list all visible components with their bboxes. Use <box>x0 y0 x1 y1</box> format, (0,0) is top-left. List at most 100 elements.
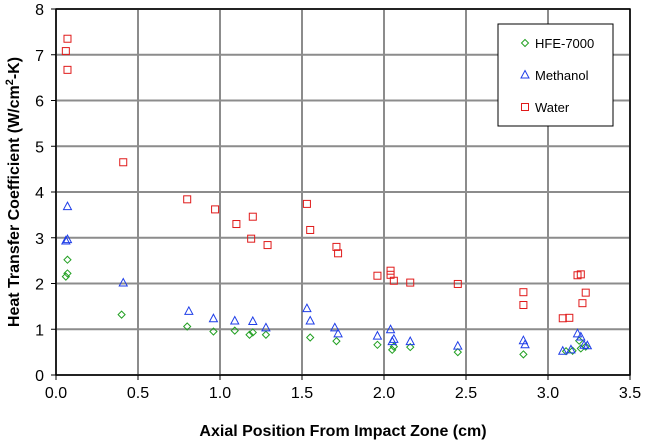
data-point <box>406 342 415 352</box>
x-axis-ticks: 0.0 0.5 1.0 1.5 2.0 2.5 3.0 3.5 <box>45 375 641 402</box>
data-point <box>306 225 315 234</box>
legend-marker <box>520 38 530 48</box>
x-tick-label: 1.0 <box>209 385 231 402</box>
legend-item: HFE-7000 <box>520 36 594 51</box>
legend-label: HFE-7000 <box>535 36 594 51</box>
data-point <box>248 212 257 221</box>
legend-item: Water <box>521 100 570 115</box>
data-point <box>334 249 343 258</box>
x-tick-label: 3.5 <box>619 385 641 402</box>
data-point <box>519 301 528 310</box>
x-tick-label: 2.5 <box>455 385 477 402</box>
data-point <box>406 278 415 287</box>
data-point <box>63 65 72 74</box>
data-point <box>373 271 382 280</box>
data-point <box>63 34 72 43</box>
data-point <box>184 305 194 315</box>
data-point <box>261 330 271 339</box>
x-tick-label: 0.0 <box>45 385 67 402</box>
data-point <box>329 322 340 332</box>
y-tick-label: 5 <box>35 139 44 156</box>
data-point <box>576 270 585 279</box>
data-point <box>453 279 462 288</box>
data-point <box>385 324 396 334</box>
data-point <box>305 315 316 325</box>
data-point <box>61 235 71 245</box>
data-point <box>578 299 587 308</box>
data-point <box>230 326 239 335</box>
data-point <box>61 47 70 56</box>
data-point <box>568 346 577 355</box>
data-point <box>247 234 256 243</box>
data-point <box>520 339 530 349</box>
legend-item: Methanol <box>520 68 589 83</box>
series-methanol <box>61 201 593 355</box>
y-axis-title-tail: -K) <box>6 57 23 79</box>
data-point <box>62 201 73 211</box>
x-tick-label: 2.0 <box>373 385 395 402</box>
data-point <box>373 340 382 350</box>
data-point <box>247 315 258 325</box>
x-tick-label: 3.0 <box>537 385 559 402</box>
data-point <box>302 199 311 208</box>
data-point <box>452 340 463 350</box>
data-point <box>305 333 315 342</box>
data-point <box>519 350 528 359</box>
data-point <box>389 333 399 343</box>
data-point <box>118 277 129 287</box>
legend-label: Methanol <box>535 68 589 83</box>
legend: HFE-7000 Methanol Water <box>497 23 614 127</box>
legend-marker <box>520 69 530 79</box>
data-point <box>519 288 528 297</box>
data-markers <box>61 34 593 359</box>
y-tick-label: 2 <box>35 277 44 294</box>
x-tick-label: 1.5 <box>291 385 313 402</box>
data-point <box>119 158 128 167</box>
legend-box <box>497 23 614 127</box>
data-point <box>232 220 241 229</box>
data-point <box>332 242 341 251</box>
data-point <box>117 310 126 319</box>
data-point <box>332 336 341 346</box>
y-tick-label: 7 <box>35 48 44 65</box>
data-point <box>63 269 72 278</box>
x-axis-title: Axial Position From Impact Zone (cm) <box>199 423 486 440</box>
data-point <box>581 288 590 297</box>
y-axis-title-superscript: 2 <box>4 79 16 85</box>
y-tick-label: 1 <box>35 322 44 339</box>
data-point <box>261 322 271 332</box>
data-point <box>182 322 192 331</box>
x-tick-label: 0.5 <box>127 385 149 402</box>
data-point <box>248 328 258 337</box>
data-point <box>333 328 343 338</box>
data-point <box>405 336 416 346</box>
data-point <box>581 342 590 351</box>
y-tick-label: 3 <box>35 231 44 248</box>
series-water <box>61 34 590 323</box>
data-point <box>386 266 395 275</box>
data-point <box>453 347 463 357</box>
data-point <box>229 315 240 325</box>
y-tick-label: 0 <box>35 368 44 385</box>
y-axis-ticks: 0 1 2 3 4 5 6 7 8 <box>35 2 56 385</box>
data-point <box>63 255 72 264</box>
data-point <box>389 342 399 351</box>
data-point <box>61 272 71 281</box>
data-point <box>566 344 576 354</box>
y-tick-label: 8 <box>35 2 44 19</box>
data-point <box>565 313 574 322</box>
data-point <box>389 276 398 285</box>
data-point <box>372 330 383 340</box>
data-point <box>209 327 218 336</box>
y-tick-label: 4 <box>35 185 44 202</box>
data-point <box>582 340 593 350</box>
y-axis-title: Heat Transfer Coefficient (W/cm2-K) <box>4 57 23 327</box>
legend-label: Water <box>535 100 570 115</box>
legend-marker <box>521 103 529 111</box>
data-point <box>211 205 220 214</box>
data-point <box>208 313 219 323</box>
data-point <box>245 330 254 339</box>
data-point <box>263 241 272 250</box>
data-point <box>62 234 73 244</box>
